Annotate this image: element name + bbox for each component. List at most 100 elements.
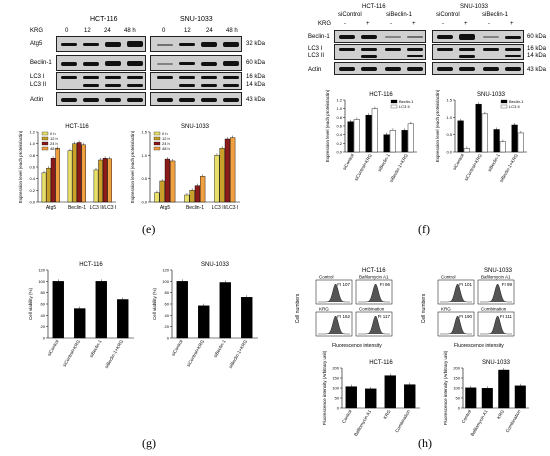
panel-e-krg-label: KRG (30, 28, 44, 34)
y-tick-label: 0 (43, 336, 46, 341)
panel-f-cell-line-snu: SNU-1033 (460, 4, 489, 10)
chart-title: HCT-116 (79, 262, 103, 268)
y-tick-label: 0 (167, 336, 170, 341)
histogram-frame (315, 279, 353, 305)
bar-f-right-2-1 (499, 141, 506, 153)
bar-g-left-0-0 (52, 281, 64, 339)
legend-swatch (390, 104, 398, 109)
y-axis-label: Fluorescence intensity (Arbitrary unit) (322, 350, 327, 425)
x-tick-label: siBeclin-1 (89, 339, 103, 359)
y-tick-label: 60 (165, 302, 170, 307)
bar-e-right-2-1 (219, 148, 225, 203)
panel-label-h: (h) (418, 436, 432, 450)
bar-e-left-2-2 (102, 158, 108, 203)
histogram-curve (480, 316, 513, 335)
x-tick-label: KRG (382, 409, 391, 420)
y-tick-label: 0.5 (446, 132, 452, 137)
chart-h-right: SNU-1033 Fluorescence intensity (Arbitrar… (443, 350, 529, 437)
bar-e-left-1-3 (81, 144, 86, 203)
y-tick-label: 1.5 (446, 98, 452, 103)
blot-f-hct-beclin (334, 30, 426, 43)
histogram-fi: FI 96 (380, 282, 391, 287)
chart-g-right: SNU-1033 Cell viability (%) 0 20 40 60 80 100 12… (152, 262, 258, 369)
blot-f-hct-lc3 (334, 44, 426, 60)
y-tick-label: 0 (458, 406, 461, 411)
bar-h-right-0-0 (465, 387, 477, 409)
histogram-hct-2: KRG FI 162 (315, 307, 353, 337)
blot-e-hct-lc3 (56, 72, 146, 90)
y-tick-label: 200 (332, 366, 339, 371)
x-tick-label: LC3 II/LC3 I (90, 205, 117, 211)
y-tick-label: 40 (165, 313, 170, 318)
histogram-frame (315, 311, 353, 337)
panel-e-marker-43: 43 kDa (246, 97, 266, 103)
x-tick-label: siControl+KRG (62, 339, 82, 368)
legend-label: 48 h (162, 146, 170, 151)
panel-e-time-24a: 24 (104, 28, 111, 34)
histogram-fi: FI 111 (500, 314, 513, 319)
panel-f-krg-label: KRG (318, 21, 332, 27)
y-tick-label: 0 (337, 406, 340, 411)
panel-f-group-sibeclin-b: siBeclin-1 (482, 12, 509, 18)
bar-e-left-2-1 (98, 159, 103, 203)
bar-e-right-0-2 (164, 158, 171, 203)
bar-f-right-3-0 (511, 124, 518, 153)
legend-label: LC3 II (509, 104, 520, 109)
panel-e-row-lc3i: LC3 I (30, 74, 45, 80)
histogram-fi: FI 99 (502, 282, 513, 287)
legend-swatch (41, 146, 49, 151)
x-tick-label: Atg5 (46, 205, 57, 211)
histogram-condition: Control (319, 275, 334, 280)
panel-e-marker-14: 14 kDa (246, 82, 266, 88)
legend-label: 0 h (162, 131, 168, 136)
legend-label: Beclin-1 (509, 99, 524, 104)
chart-e-left: HCT-116 Expression level (each protein/ac… (18, 124, 116, 211)
panel-f-marker-16: 16 kDa (527, 46, 547, 52)
chart-f-left: HCT-116 Expression level (each protein/ac… (325, 89, 417, 183)
x-tick-label: Beclin-1 (186, 205, 204, 211)
legend-label: 48 h (50, 146, 58, 151)
histogram-fi: FI 101 (459, 282, 472, 287)
bar-e-right-2-2 (224, 138, 231, 203)
panel-f-cell-line-hct: HCT-116 (362, 4, 386, 10)
y-tick-label: 1.0 (336, 106, 342, 111)
x-tick-label: siControl+KRG (186, 339, 206, 368)
chart-h-left: HCT-116 Fluorescence intensity (Arbitrary… (322, 350, 420, 437)
bar-e-right-2-0 (214, 155, 220, 203)
panel-f-sign-3: - (390, 21, 392, 27)
y-tick-label: 1.0 (446, 115, 452, 120)
blot-e-snu-lc3 (150, 72, 242, 90)
panel-f-sign-8: + (510, 21, 514, 27)
histogram-frame (477, 279, 515, 305)
y-tick-label: 100 (162, 279, 169, 284)
panel-f-sign-1: - (344, 21, 346, 27)
x-tick-label: siBeclin-1 (487, 153, 501, 173)
x-tick-label: siBeclin-1 (377, 153, 391, 173)
blot-e-snu-actin (150, 92, 242, 106)
y-tick-label: 1.0 (29, 141, 35, 146)
histogram-condition: KRG (319, 307, 329, 312)
panel-f-group-sibeclin-a: siBeclin-1 (386, 12, 413, 18)
panel-f-row-beclin: Beclin-1 (308, 34, 330, 40)
bar-e-left-0-3 (55, 148, 60, 203)
legend-swatch (41, 141, 49, 146)
x-tick-label: siBeclin-1+KRG (104, 339, 125, 370)
x-tick-label: LC3 II/LC3 I (212, 205, 239, 211)
panel-e-cell-line-hct: HCT-116 (90, 16, 118, 23)
x-tick-label: siControl+KRG (353, 153, 373, 182)
y-tick-label: 150 (332, 376, 339, 381)
x-tick-label: KRG (496, 409, 505, 420)
panel-f-row-actin: Actin (308, 67, 322, 73)
y-tick-label: 100 (38, 279, 45, 284)
bar-e-left-0-2 (50, 158, 56, 203)
bar-f-right-1-1 (481, 113, 488, 153)
panel-e-time-0b: 0 (162, 28, 166, 34)
panel-e-marker-16: 16 kDa (246, 74, 266, 80)
panel-h-cell-line-snu: SNU-1033 (484, 268, 513, 274)
panel-f-row-lc3i: LC3 I (308, 46, 323, 52)
panel-f-sign-7: - (488, 21, 490, 27)
legend-swatch (153, 146, 161, 151)
bar-g-right-3-0 (241, 297, 253, 339)
blot-e-snu-beclin (150, 55, 242, 71)
histogram-snu-2: KRG FI 190 (437, 307, 475, 337)
